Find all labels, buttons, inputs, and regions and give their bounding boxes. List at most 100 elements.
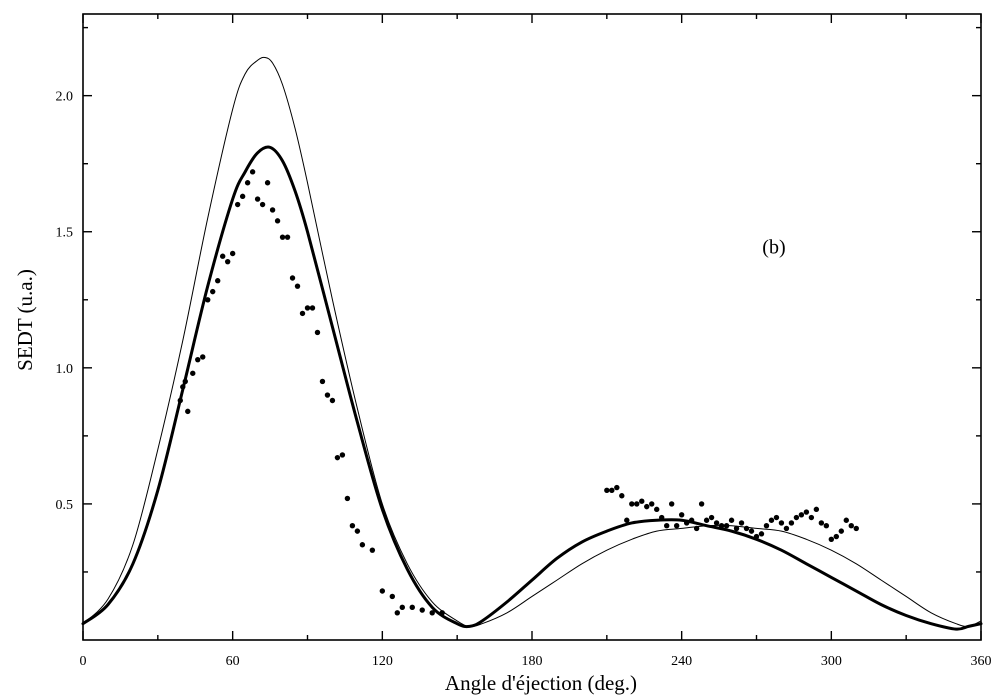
x-axis-title: Angle d'éjection (deg.): [445, 671, 637, 695]
data-point: [359, 542, 366, 548]
data-point: [649, 501, 655, 507]
data-point: [758, 531, 765, 537]
x-tick-label: 360: [971, 654, 992, 669]
y-axis-title: SEDT (u.a.): [13, 269, 37, 371]
data-point: [848, 522, 854, 529]
data-point: [619, 493, 625, 499]
data-point: [664, 522, 670, 529]
data-point: [334, 454, 341, 461]
data-point: [614, 484, 620, 491]
data-point: [733, 525, 740, 532]
data-point: [629, 501, 635, 507]
y-tick-label: 2.0: [56, 90, 74, 105]
plot-frame: [82, 13, 982, 641]
x-tick-label: 0: [80, 654, 87, 669]
data-point: [369, 547, 376, 553]
data-point: [182, 378, 188, 385]
data-point: [813, 506, 820, 513]
data-point: [659, 514, 665, 521]
data-point: [838, 528, 845, 534]
plot-curves: [81, 56, 983, 631]
data-point: [215, 278, 221, 284]
data-point: [244, 180, 251, 186]
data-point: [654, 506, 660, 513]
series-line-thick: [81, 145, 983, 631]
data-point: [284, 234, 291, 240]
data-point: [763, 522, 770, 529]
data-point: [294, 283, 301, 289]
data-point: [190, 370, 196, 376]
data-point: [639, 498, 645, 504]
data-point: [668, 501, 675, 507]
data-point: [728, 517, 735, 523]
series-line-thin: [82, 56, 982, 627]
data-point: [319, 378, 326, 385]
data-point: [180, 384, 186, 390]
data-point: [210, 288, 216, 295]
y-tick-label: 1.5: [56, 226, 74, 241]
x-tick-label: 300: [821, 654, 842, 669]
data-point: [788, 520, 795, 526]
data-point: [200, 354, 206, 360]
data-point: [239, 193, 246, 200]
data-point: [185, 408, 191, 415]
data-point: [309, 305, 316, 311]
plot-points: [177, 169, 859, 616]
data-point: [344, 495, 351, 502]
data-point: [379, 588, 386, 594]
data-point: [419, 607, 425, 613]
data-point: [634, 501, 640, 507]
data-point: [195, 356, 201, 363]
data-point: [823, 522, 830, 529]
data-point: [264, 180, 271, 186]
data-point: [718, 522, 725, 529]
axis-ticks: [82, 14, 982, 640]
data-point: [177, 397, 183, 404]
x-tick-label: 120: [372, 654, 393, 669]
data-point: [229, 250, 236, 257]
data-point: [723, 522, 730, 529]
data-point: [329, 397, 336, 404]
data-point: [713, 520, 720, 526]
data-point: [269, 207, 276, 213]
data-point: [778, 520, 785, 526]
data-point: [354, 528, 361, 534]
data-point: [773, 514, 780, 521]
data-point: [783, 525, 790, 532]
data-point: [624, 517, 630, 523]
data-point: [738, 520, 745, 526]
data-point: [833, 533, 840, 540]
data-point: [439, 610, 445, 616]
data-point: [279, 234, 286, 240]
data-point: [299, 310, 306, 317]
y-tick-label: 0.5: [56, 498, 74, 513]
data-point: [843, 517, 849, 523]
data-point: [818, 520, 825, 526]
x-tick-label: 180: [522, 654, 543, 669]
data-point: [808, 514, 815, 521]
data-point: [349, 522, 356, 529]
data-point: [304, 305, 311, 311]
data-point: [429, 610, 435, 616]
x-tick-label: 60: [226, 654, 240, 669]
data-point: [678, 512, 685, 518]
data-point: [219, 253, 226, 259]
data-point: [339, 452, 346, 458]
data-point: [249, 169, 256, 175]
data-point: [254, 196, 261, 202]
data-point: [224, 258, 231, 265]
data-point: [644, 503, 650, 510]
data-point: [274, 218, 281, 224]
data-point: [698, 501, 705, 507]
data-point: [604, 487, 610, 493]
tick-labels: 0 60 120 180 240 300 360 0.5 1.0 1.5 2.0: [56, 90, 992, 669]
data-point: [853, 525, 859, 532]
data-point: [743, 525, 750, 532]
data-point: [205, 297, 211, 303]
data-point: [399, 604, 405, 611]
x-tick-label: 240: [671, 654, 692, 669]
data-point: [768, 517, 775, 523]
data-point: [688, 517, 695, 523]
data-point: [389, 593, 396, 600]
